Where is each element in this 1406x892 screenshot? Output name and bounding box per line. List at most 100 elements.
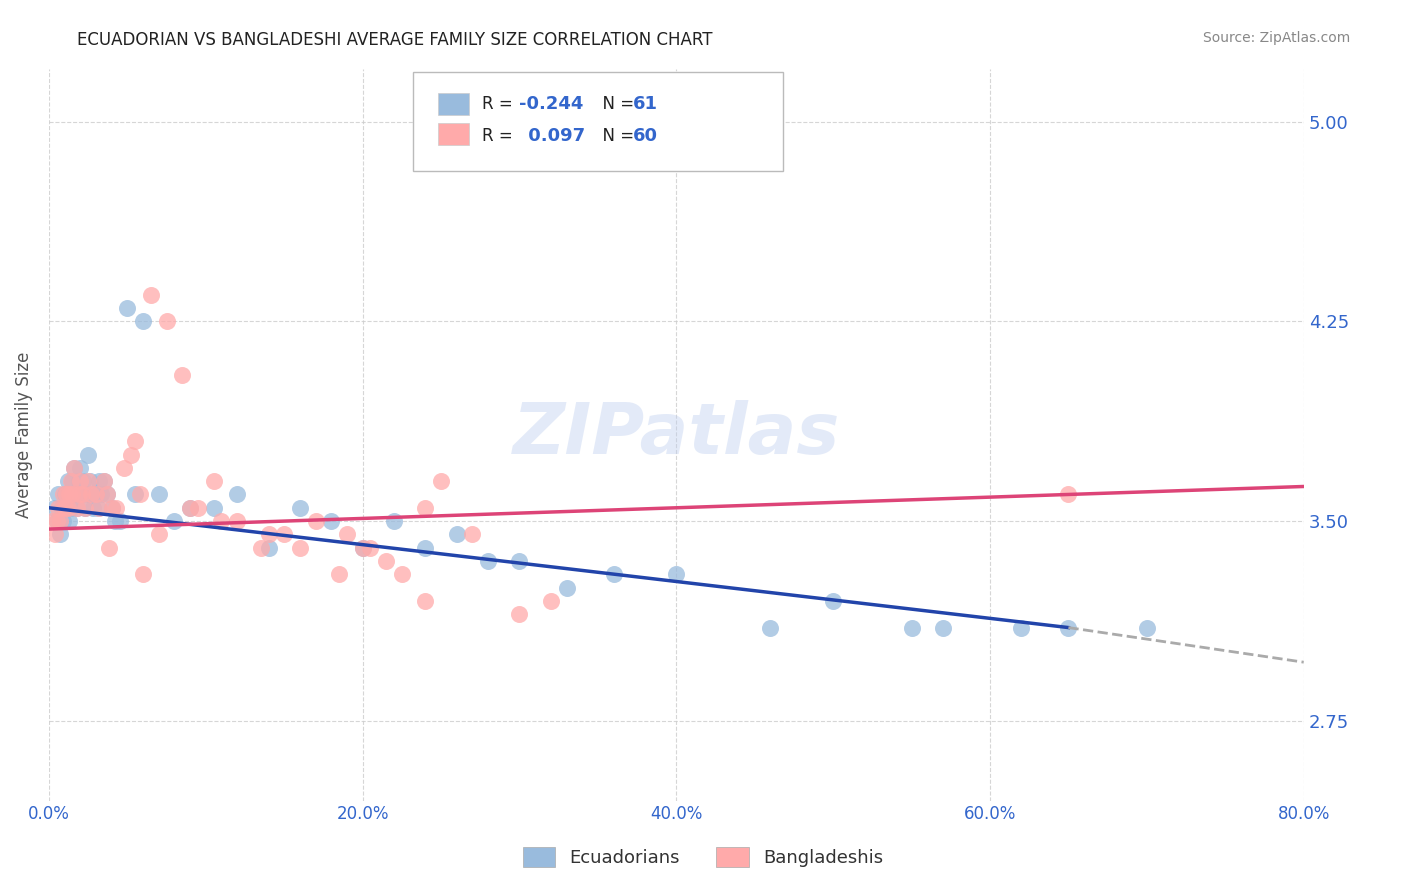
- Point: [112, 460, 135, 475]
- Point: [82, 500, 104, 515]
- Point: [336, 527, 359, 541]
- Point: [179, 500, 201, 515]
- Point: [352, 541, 374, 555]
- Point: [759, 621, 782, 635]
- Point: [58, 487, 80, 501]
- Point: [48, 500, 70, 515]
- Point: [52, 514, 75, 528]
- Point: [96, 487, 118, 501]
- Text: ZIPatlas: ZIPatlas: [513, 401, 839, 469]
- FancyBboxPatch shape: [437, 123, 470, 145]
- Point: [163, 514, 186, 528]
- Point: [602, 567, 624, 582]
- Point: [328, 567, 350, 582]
- Point: [69, 474, 91, 488]
- Point: [352, 541, 374, 555]
- Point: [288, 500, 311, 515]
- Point: [124, 487, 146, 501]
- Point: [96, 487, 118, 501]
- Point: [55, 500, 77, 515]
- Point: [66, 500, 89, 515]
- Point: [148, 487, 170, 501]
- Text: 61: 61: [633, 95, 658, 112]
- Point: [304, 514, 326, 528]
- Point: [415, 594, 437, 608]
- Point: [139, 287, 162, 301]
- Point: [932, 621, 955, 635]
- Point: [124, 434, 146, 449]
- Point: [51, 500, 73, 515]
- Point: [44, 527, 66, 541]
- Point: [446, 527, 468, 541]
- Point: [51, 500, 73, 515]
- Text: Source: ZipAtlas.com: Source: ZipAtlas.com: [1202, 31, 1350, 45]
- Text: -0.244: -0.244: [519, 95, 583, 112]
- Point: [202, 500, 225, 515]
- Point: [53, 487, 76, 501]
- Point: [477, 554, 499, 568]
- Point: [1136, 621, 1159, 635]
- Text: 60: 60: [633, 127, 658, 145]
- Point: [1057, 621, 1080, 635]
- Point: [70, 487, 93, 501]
- Point: [59, 474, 82, 488]
- Point: [461, 527, 484, 541]
- Point: [56, 474, 79, 488]
- Point: [226, 514, 249, 528]
- Point: [70, 487, 93, 501]
- Point: [89, 500, 111, 515]
- Point: [77, 474, 100, 488]
- Point: [97, 541, 120, 555]
- Point: [129, 487, 152, 501]
- Point: [257, 541, 280, 555]
- Point: [66, 500, 89, 515]
- Point: [415, 500, 437, 515]
- Point: [375, 554, 398, 568]
- Point: [211, 514, 233, 528]
- Point: [84, 487, 107, 501]
- Point: [65, 487, 87, 501]
- Point: [415, 541, 437, 555]
- FancyBboxPatch shape: [413, 72, 783, 171]
- Point: [76, 487, 98, 501]
- Point: [104, 514, 127, 528]
- Point: [93, 474, 115, 488]
- Point: [288, 541, 311, 555]
- Point: [73, 500, 96, 515]
- Text: 0.097: 0.097: [522, 127, 585, 145]
- Point: [555, 581, 578, 595]
- Y-axis label: Average Family Size: Average Family Size: [15, 351, 32, 517]
- Point: [249, 541, 271, 555]
- Point: [179, 500, 201, 515]
- Point: [226, 487, 249, 501]
- Point: [69, 460, 91, 475]
- Point: [42, 500, 65, 515]
- Point: [360, 541, 382, 555]
- Point: [155, 314, 177, 328]
- FancyBboxPatch shape: [437, 93, 470, 115]
- Point: [49, 527, 72, 541]
- Point: [100, 500, 122, 515]
- Point: [55, 487, 77, 501]
- Point: [1010, 621, 1032, 635]
- Point: [41, 514, 63, 528]
- Point: [56, 500, 79, 515]
- Point: [80, 487, 103, 501]
- Point: [45, 514, 67, 528]
- Point: [62, 474, 84, 488]
- Point: [1057, 487, 1080, 501]
- Point: [67, 474, 90, 488]
- Point: [73, 500, 96, 515]
- Point: [63, 460, 86, 475]
- Point: [49, 514, 72, 528]
- Point: [89, 474, 111, 488]
- Point: [45, 514, 67, 528]
- Point: [72, 474, 94, 488]
- Point: [665, 567, 688, 582]
- Legend: Ecuadorians, Bangladeshis: Ecuadorians, Bangladeshis: [516, 839, 890, 874]
- Text: R =: R =: [482, 127, 517, 145]
- Point: [100, 500, 122, 515]
- Point: [90, 487, 112, 501]
- Point: [430, 474, 453, 488]
- Point: [391, 567, 413, 582]
